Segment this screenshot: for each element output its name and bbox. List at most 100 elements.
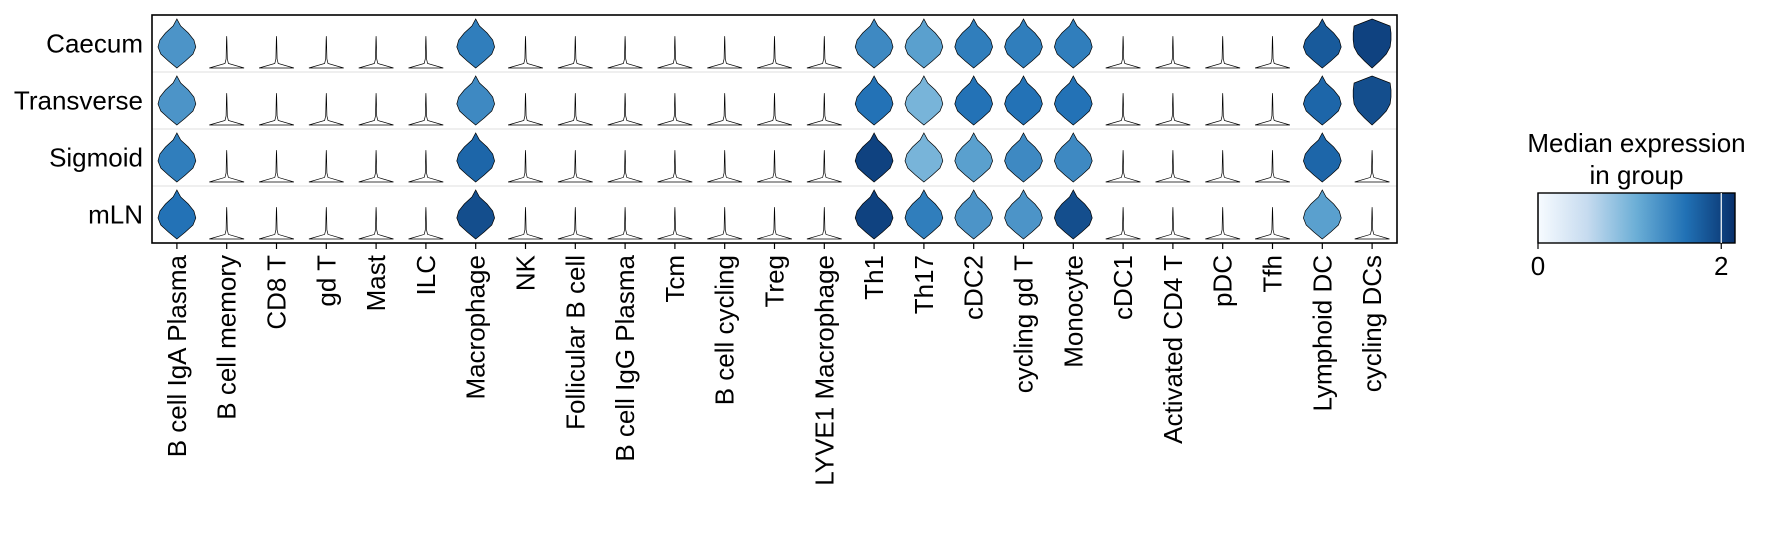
violin-transverse-22 [1255, 93, 1290, 126]
x-tick-label: Tcm [660, 255, 690, 303]
x-tick-label: pDC [1208, 255, 1238, 307]
colorbar-title: Median expression [1527, 128, 1745, 158]
row-label-transverse: Transverse [14, 86, 143, 116]
violin-caecum-0 [157, 18, 197, 69]
violin-transverse-7 [508, 93, 543, 126]
violin-caecum-6 [456, 18, 495, 69]
plot-area [151, 14, 1398, 249]
violin-transverse-9 [607, 93, 643, 126]
violin-mln-7 [508, 207, 543, 240]
violin-caecum-1 [209, 36, 245, 69]
x-tick-label: Th1 [859, 255, 889, 300]
x-tick-label: Macrophage [461, 255, 491, 400]
x-tick-label: B cell memory [212, 255, 242, 420]
violin-sigmoid-20 [1155, 150, 1191, 183]
x-tick-label: cycling gd T [1009, 255, 1039, 393]
violin-mln-11 [707, 207, 743, 240]
violin-transverse-15 [904, 75, 944, 126]
violin-mln-8 [557, 207, 593, 240]
x-tick-label: gd T [311, 255, 341, 307]
violin-caecum-24 [1352, 18, 1392, 69]
x-tick-label: Activated CD4 T [1158, 255, 1188, 444]
row-label-mln: mLN [88, 200, 143, 230]
x-tick-label: Follicular B cell [560, 255, 590, 430]
violin-mln-18 [1054, 189, 1093, 240]
violin-sigmoid-22 [1255, 150, 1290, 183]
violin-transverse-11 [707, 93, 743, 126]
violin-sigmoid-13 [806, 150, 842, 183]
violin-mln-1 [209, 207, 245, 240]
x-tick-label: Lymphoid DC [1307, 255, 1337, 412]
x-tick-label: Monocyte [1058, 255, 1088, 368]
violin-transverse-1 [209, 93, 245, 126]
x-tick-label: Treg [760, 255, 790, 308]
violin-mln-4 [358, 207, 394, 240]
violin-transverse-16 [954, 75, 993, 126]
violin-caecum-4 [358, 36, 394, 69]
violin-sigmoid-11 [707, 150, 743, 183]
violin-transverse-13 [806, 93, 842, 126]
violin-mln-23 [1303, 189, 1342, 240]
violin-transverse-23 [1303, 75, 1342, 126]
x-tick-labels: B cell IgA Plasma B cell memory CD8 T gd T M… [162, 254, 1387, 486]
violin-sigmoid-24 [1354, 150, 1390, 183]
violin-caecum-8 [557, 36, 593, 69]
violin-mln-2 [259, 207, 294, 240]
violin-sigmoid-7 [508, 150, 543, 183]
violin-mln-22 [1255, 207, 1290, 240]
x-tick-label: Tfh [1258, 255, 1288, 293]
violin-transverse-8 [557, 93, 593, 126]
violin-caecum-11 [707, 36, 743, 69]
colorbar-gradient [1537, 192, 1736, 244]
violin-caecum-15 [904, 18, 944, 69]
violin-caecum-7 [508, 36, 543, 69]
violin-mln-10 [657, 207, 693, 240]
violin-transverse-5 [408, 93, 444, 126]
violin-mln-15 [904, 189, 944, 240]
violin-transverse-20 [1155, 93, 1191, 126]
violin-caecum-16 [954, 18, 993, 69]
violin-sigmoid-4 [358, 150, 394, 183]
violin-sigmoid-12 [757, 150, 792, 183]
violin-sigmoid-17 [1004, 132, 1043, 183]
violin-transverse-10 [657, 93, 693, 126]
x-tick-label: Th17 [909, 255, 939, 314]
colorbar-tick-label: 0 [1531, 251, 1545, 281]
violin-sigmoid-10 [657, 150, 693, 183]
violin-transverse-12 [757, 93, 792, 126]
violin-sigmoid-19 [1105, 150, 1141, 183]
violin-sigmoid-3 [308, 150, 344, 183]
x-tick-label: cycling DCs [1357, 255, 1387, 392]
violin-transverse-24 [1352, 75, 1392, 126]
x-tick-label: CD8 T [262, 255, 292, 330]
violin-mln-14 [854, 189, 894, 240]
x-tick-label: cDC1 [1108, 255, 1138, 320]
violin-sigmoid-8 [557, 150, 593, 183]
row-labels: Caecum Transverse Sigmoid mLN [14, 29, 143, 230]
x-tick-label: B cell IgA Plasma [162, 254, 192, 457]
violin-mln-13 [806, 207, 842, 240]
violin-mln-0 [157, 189, 197, 240]
violin-caecum-13 [806, 36, 842, 69]
violin-caecum-14 [854, 18, 894, 69]
violin-mln-20 [1155, 207, 1191, 240]
violin-sigmoid-16 [954, 132, 993, 183]
colorbar-tick-label: 2 [1714, 251, 1728, 281]
x-tick-label: LYVE1 Macrophage [809, 255, 839, 486]
violin-transverse-6 [456, 75, 495, 126]
x-tick-label: ILC [411, 255, 441, 295]
violin-mln-12 [757, 207, 792, 240]
violin-caecum-18 [1054, 18, 1093, 69]
x-tick-label: B cell cycling [710, 255, 740, 405]
violin-transverse-18 [1054, 75, 1093, 126]
violin-mln-6 [456, 189, 495, 240]
x-tick-label: cDC2 [959, 255, 989, 320]
x-tick-label: NK [511, 254, 541, 291]
row-label-sigmoid: Sigmoid [49, 143, 143, 173]
violin-mln-3 [308, 207, 344, 240]
violin-transverse-19 [1105, 93, 1141, 126]
violin-mln-9 [607, 207, 643, 240]
colorbar-title: in group [1590, 160, 1684, 190]
violin-sigmoid-2 [259, 150, 294, 183]
